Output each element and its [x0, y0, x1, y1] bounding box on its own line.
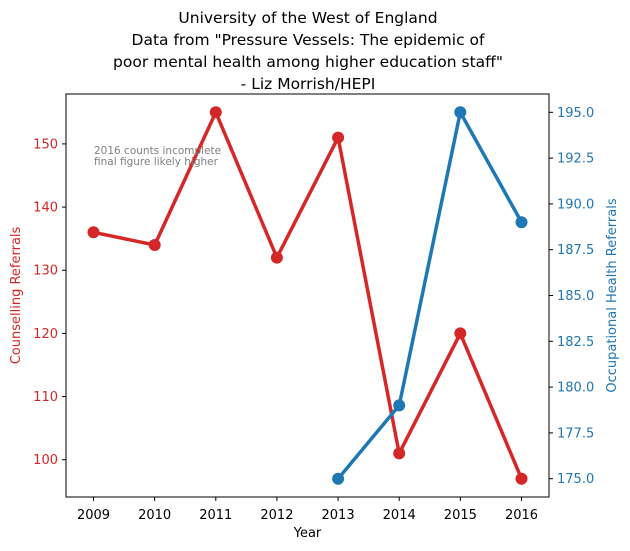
title-line: poor mental health among higher educatio… [113, 53, 503, 71]
annotation-line: 2016 counts incomplete [94, 145, 221, 157]
y-right-tick-label: 187.5 [557, 243, 594, 258]
title-line: University of the West of England [178, 9, 437, 27]
title-line: Data from "Pressure Vessels: The epidemi… [132, 31, 485, 49]
y-left-tick-label: 110 [33, 390, 58, 405]
counselling-data-point [332, 131, 345, 144]
x-axis-label: Year [293, 526, 322, 541]
counselling-data-point [209, 106, 222, 119]
plot-area [87, 106, 528, 485]
counselling-data-point [393, 447, 406, 460]
occupational-health-data-point [454, 106, 467, 119]
x-tick-label: 2015 [444, 508, 477, 523]
counselling-series-line [91, 110, 524, 481]
occupational-health-data-point [332, 472, 345, 485]
x-tick-label: 2016 [505, 508, 538, 523]
counselling-data-point [148, 239, 161, 251]
y-left-tick-label: 140 [33, 201, 58, 216]
y-left-tick-label: 100 [33, 453, 58, 468]
x-tick-label: 2014 [383, 508, 416, 523]
axis-ticks: 2009 2010 2011 2012 2013 2014 2015 2016 100 110 12… [33, 106, 594, 523]
y-right-tick-label: 190.0 [557, 197, 594, 212]
counselling-data-point [270, 251, 283, 264]
y-left-tick-label: 120 [33, 327, 58, 342]
x-tick-label: 2009 [77, 508, 110, 523]
annotation-line: final figure likely higher [94, 156, 219, 168]
occupational-health-data-point [393, 399, 406, 412]
y-right-tick-label: 185.0 [557, 289, 594, 304]
counselling-data-point [454, 327, 467, 340]
x-tick-label: 2011 [199, 508, 232, 523]
x-tick-label: 2012 [260, 508, 293, 523]
counselling-data-point [515, 472, 528, 485]
y-axis-left-label: Counselling Referrals [9, 226, 24, 364]
title-line: - Liz Morrish/HEPI [241, 75, 376, 93]
y-left-tick-label: 150 [33, 137, 58, 152]
y-left-tick-label: 130 [33, 264, 58, 279]
y-right-tick-label: 175.0 [557, 472, 594, 487]
y-right-tick-label: 177.5 [557, 426, 594, 441]
occupational-health-data-point [515, 216, 528, 229]
occupational-health-series-line [336, 110, 524, 481]
y-right-tick-label: 195.0 [557, 106, 594, 121]
y-right-tick-label: 182.5 [557, 335, 594, 350]
y-axis-right-label: Occupational Health Referrals [605, 198, 620, 392]
x-tick-label: 2013 [322, 508, 355, 523]
y-right-tick-label: 192.5 [557, 152, 594, 167]
counselling-data-point [87, 226, 100, 239]
y-right-tick-label: 180.0 [557, 381, 594, 396]
chart-title: University of the West of England Data f… [113, 9, 503, 93]
x-tick-label: 2010 [138, 508, 171, 523]
